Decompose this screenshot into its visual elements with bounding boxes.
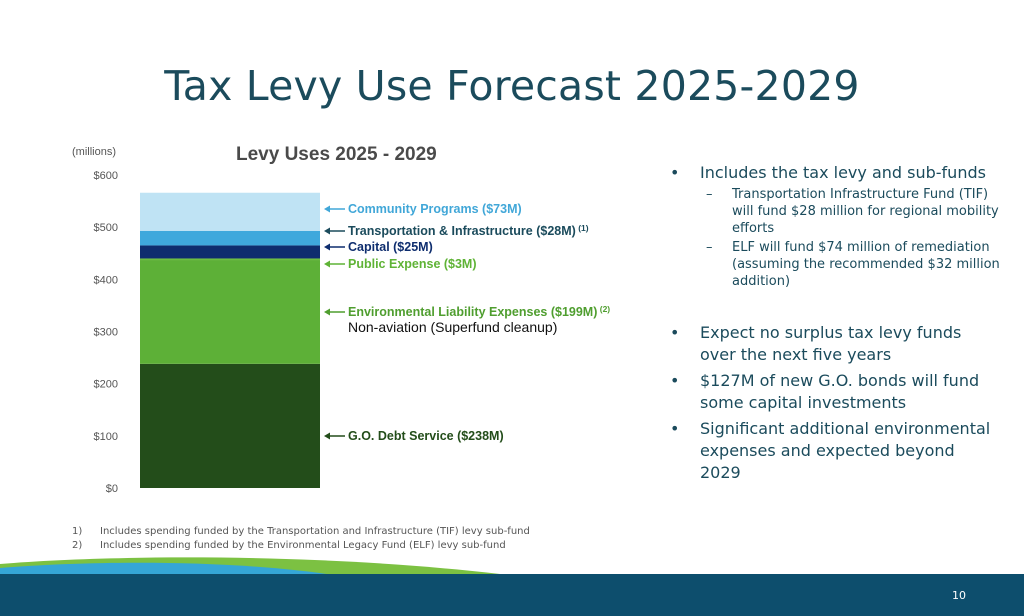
data-label: Transportation & Infrastructure ($28M) (… xyxy=(348,223,589,238)
data-label: G.O. Debt Service ($238M) xyxy=(348,429,504,443)
bullet-item: Includes the tax levy and sub-funds xyxy=(670,162,1000,184)
label-arrowhead xyxy=(324,308,330,316)
data-label: Community Programs ($73M) xyxy=(348,202,522,216)
y-tick-label: $400 xyxy=(94,274,118,286)
footer-band xyxy=(0,574,1024,616)
bar-segment xyxy=(140,230,320,246)
page-number: 10 xyxy=(952,589,966,602)
sub-bullet-item: ELF will fund $74 million of remediation… xyxy=(670,239,1000,290)
label-arrowhead xyxy=(324,260,330,268)
data-label: Environmental Liability Expenses ($199M)… xyxy=(348,304,610,319)
footnote: 2) Includes spending funded by the Envir… xyxy=(72,539,530,553)
decorative-swoosh xyxy=(0,557,500,576)
sub-bullet-item: Transportation Infrastructure Fund (TIF)… xyxy=(670,186,1000,237)
y-axis-unit-label: (millions) xyxy=(72,146,116,158)
footnote-marker: (1) xyxy=(576,223,589,233)
bar-segment xyxy=(140,258,320,261)
label-arrowhead xyxy=(324,227,330,235)
footnote-number: 1) xyxy=(72,526,83,537)
bar-segment xyxy=(140,192,320,231)
data-label: Capital ($25M) xyxy=(348,240,433,254)
footnote-marker: (2) xyxy=(597,304,610,314)
y-tick-label: $200 xyxy=(94,379,118,391)
footnote: 1) Includes spending funded by the Trans… xyxy=(72,525,530,539)
bar-segment xyxy=(140,363,320,488)
bar-segment xyxy=(140,245,320,259)
data-label-note: Non-aviation (Superfund cleanup) xyxy=(348,319,557,335)
y-tick-label: $500 xyxy=(94,222,118,234)
bullet-list: Includes the tax levy and sub-funds Tran… xyxy=(670,162,1000,484)
y-tick-label: $0 xyxy=(106,483,118,495)
y-tick-label: $100 xyxy=(94,431,118,443)
bullet-item: $127M of new G.O. bonds will fund some c… xyxy=(670,370,1000,414)
levy-uses-chart: $0 $100 $200 $300 $400 $500 $600 G.O. Debt Serv… xyxy=(94,170,611,495)
bullet-item: Significant additional environmental exp… xyxy=(670,418,1000,484)
slide-title: Tax Levy Use Forecast 2025-2029 xyxy=(164,62,860,110)
footnote-text: Includes spending funded by the Environm… xyxy=(100,540,506,551)
label-arrowhead xyxy=(324,432,330,440)
data-label: Public Expense ($3M) xyxy=(348,257,477,271)
y-tick-label: $300 xyxy=(94,327,118,339)
y-tick-label: $600 xyxy=(94,170,118,182)
footnotes: 1) Includes spending funded by the Trans… xyxy=(72,525,530,553)
label-arrowhead xyxy=(324,205,330,213)
bullet-item: Expect no surplus tax levy funds over th… xyxy=(670,322,1000,366)
chart-title: Levy Uses 2025 - 2029 xyxy=(236,144,437,165)
footnote-text: Includes spending funded by the Transpor… xyxy=(100,526,530,537)
footnote-number: 2) xyxy=(72,540,83,551)
label-arrowhead xyxy=(324,243,330,251)
bar-segment xyxy=(140,260,320,364)
